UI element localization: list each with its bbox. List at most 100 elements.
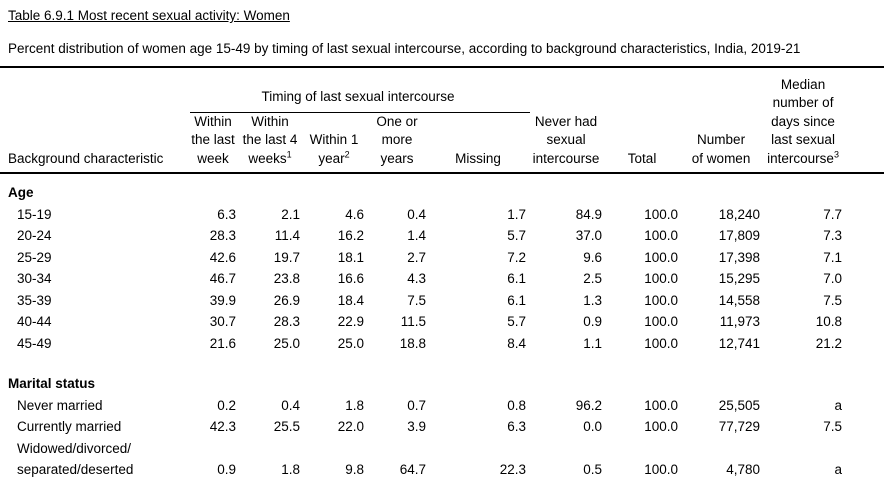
cell-value: 42.6: [209, 249, 236, 265]
cell-value: 5.7: [507, 314, 527, 329]
table-row: 15-19 6.3 2.1 4.6 0.4 1.7 84.9 100.0 18,240 7.7: [0, 204, 884, 226]
row-label: Widowed/divorced/ separated/deserted: [17, 440, 134, 478]
column-header-within-last-week: Within the last week: [190, 112, 240, 174]
cell-value: 10.8: [815, 314, 843, 329]
cell-value: 100.0: [644, 271, 679, 286]
table-row: 40-44 30.7 28.3 22.9 11.5 5.7 0.9 100.0 11,973 10…: [0, 311, 884, 333]
cell-value: 0.7: [407, 397, 426, 413]
table-row: 30-34 46.7 23.8 16.6 4.3 6.1 2.5 100.0 15,295 7.0: [0, 268, 884, 290]
cell-value: 16.6: [337, 271, 364, 286]
cell-value: 11.4: [274, 228, 300, 243]
row-label: 35-39: [17, 292, 52, 308]
column-header-number-of-women: Number of women: [682, 66, 765, 174]
cell-value: 7.7: [823, 206, 843, 222]
cell-value: 12,741: [718, 335, 761, 351]
cell-value: 1.1: [583, 335, 603, 351]
cell-value: 25.0: [273, 335, 300, 351]
cell-value: 16.2: [337, 228, 364, 243]
cell-value: 0.2: [217, 397, 236, 413]
cell-value: 96.2: [575, 397, 603, 413]
cell-value: 4.6: [345, 206, 364, 222]
table-row: Never married 0.2 0.4 1.8 0.7 0.8 96.2 100.0 25,…: [0, 395, 884, 417]
column-header-within-1-year: Within 1 year2: [304, 112, 368, 174]
row-label: Never married: [17, 397, 103, 413]
cell-value: 28.3: [209, 228, 236, 243]
column-header-within-last-4-weeks: Within the last 4 weeks1: [240, 112, 304, 174]
table-row: Widowed/divorced/ separated/deserted 0.9 1…: [0, 438, 884, 478]
column-group-header-timing: Timing of last sexual intercourse: [190, 66, 531, 113]
cell-value: 11,973: [719, 314, 761, 329]
cell-value: 14,558: [718, 292, 761, 308]
cell-value: 26.9: [273, 292, 300, 308]
cell-value: 6.3: [217, 206, 236, 222]
column-header-one-or-more-years: One or more years: [368, 112, 430, 174]
row-label: Currently married: [17, 419, 122, 434]
cell-value: 64.7: [399, 462, 426, 477]
cell-value: 0.8: [507, 397, 527, 413]
cell-value: 0.5: [583, 462, 603, 477]
cell-value: a: [834, 397, 843, 413]
row-label: 40-44: [17, 314, 52, 329]
cell-value: 15,295: [718, 271, 761, 286]
row-label: 30-34: [17, 271, 52, 286]
cell-value: 3.9: [407, 419, 426, 434]
cell-value: 100.0: [644, 249, 679, 265]
cell-value: 4,780: [726, 462, 761, 477]
section-spacer: [0, 354, 884, 365]
section-header-row: Marital status: [0, 365, 884, 395]
table-subtitle: Percent distribution of women age 15-49 …: [8, 41, 801, 56]
cell-value: 9.8: [345, 462, 364, 477]
cell-value: 19.7: [273, 249, 300, 265]
column-header-median-days: Median number of days since last sexual …: [764, 66, 884, 174]
column-header-label: Within the last week: [191, 113, 235, 166]
cell-value: 6.1: [507, 292, 527, 308]
table-row: 35-39 39.9 26.9 18.4 7.5 6.1 1.3 100.0 14,558 7.5: [0, 290, 884, 312]
row-label: 15-19: [17, 206, 52, 222]
cell-value: 22.0: [337, 419, 364, 434]
cell-value: 2.7: [407, 249, 426, 265]
cell-value: 8.4: [507, 335, 527, 351]
table-header: Background characteristic Timing of last…: [0, 66, 884, 174]
row-label: 25-29: [17, 249, 52, 265]
cell-value: 21.6: [209, 335, 236, 351]
cell-value: 100.0: [644, 462, 679, 477]
cell-value: 25,505: [718, 397, 761, 413]
table-row: 20-24 28.3 11.4 16.2 1.4 5.7 37.0 100.0 17,809 7.…: [0, 225, 884, 247]
cell-value: 100.0: [644, 292, 679, 308]
cell-value: 2.1: [281, 206, 300, 222]
cell-value: 7.2: [507, 249, 527, 265]
cell-value: 25.5: [273, 419, 300, 434]
cell-value: 17,809: [718, 228, 761, 243]
cell-value: 30.7: [209, 314, 236, 329]
cell-value: 18.1: [337, 249, 364, 265]
column-header-label: Background characteristic: [8, 150, 164, 166]
cell-value: 25.0: [337, 335, 364, 351]
cell-value: 9.6: [583, 249, 603, 265]
statistics-table: Background characteristic Timing of last…: [0, 66, 884, 478]
table-body: Age 15-19 6.3 2.1 4.6 0.4 1.7 84.9 100.0 18,240 7.…: [0, 173, 884, 478]
column-header-label: Missing: [455, 150, 501, 166]
cell-value: 23.8: [273, 271, 300, 286]
cell-value: 1.8: [281, 462, 300, 477]
cell-value: 7.5: [823, 292, 843, 308]
footnote-marker: 2: [344, 149, 350, 159]
cell-value: 2.5: [583, 271, 603, 286]
cell-value: 84.9: [575, 206, 603, 222]
column-header-label: Total: [627, 150, 657, 166]
cell-value: 37.0: [575, 228, 603, 243]
footnote-marker: 1: [286, 149, 292, 159]
cell-value: 42.3: [209, 419, 236, 434]
cell-value: 28.3: [273, 314, 300, 329]
footnote-marker: 3: [833, 149, 839, 159]
cell-value: a: [834, 462, 843, 477]
cell-value: 0.4: [281, 397, 300, 413]
column-header-label: Within the last 4 weeks: [242, 113, 298, 166]
cell-value: 18.8: [399, 335, 426, 351]
column-group-header-label: Timing of last sexual intercourse: [261, 89, 455, 104]
column-header-never-had-intercourse: Never had sexual intercourse: [530, 66, 607, 174]
column-header-label: Median number of days since last sexual …: [767, 76, 835, 166]
cell-value: 0.4: [407, 206, 426, 222]
cell-value: 100.0: [644, 314, 679, 329]
cell-value: 6.1: [507, 271, 527, 286]
cell-value: 22.3: [499, 462, 527, 477]
